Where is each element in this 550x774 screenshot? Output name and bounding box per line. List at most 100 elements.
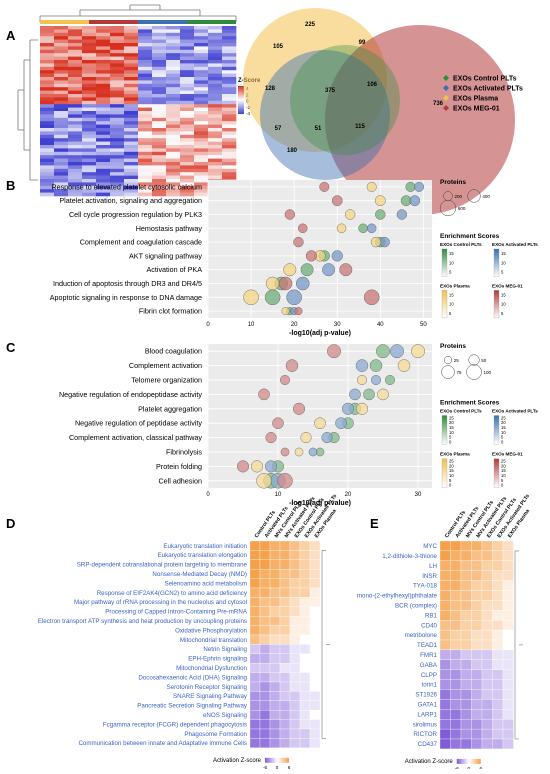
heatmap-cell <box>450 669 462 680</box>
heatmap-cell <box>481 570 493 581</box>
heatmap-cell <box>299 606 311 617</box>
venn-diagram: 225 105 99 128 375 106 736 57 51 115 180 <box>243 8 515 215</box>
heatmap-a-cell <box>40 97 55 102</box>
heatmap-a-cell <box>152 94 167 98</box>
category-label: Complement activation <box>129 361 202 370</box>
heatmap-a-cell <box>152 73 167 78</box>
data-point <box>280 447 290 457</box>
heatmap-a-cell <box>180 63 195 68</box>
row-dendrogram <box>514 550 523 740</box>
heatmap-a-cell <box>96 26 111 30</box>
heatmap-a-cell <box>54 148 69 153</box>
heatmap-cell <box>502 540 514 552</box>
heatmap-a-cell <box>180 32 195 37</box>
heatmap-cell <box>279 700 291 711</box>
heatmap-a-cell <box>194 39 209 44</box>
heatmap-a-cell <box>96 36 111 40</box>
heatmap-a-cell <box>82 43 97 47</box>
enrichment-colorbar <box>493 458 500 488</box>
enrichment-tick: 10 <box>501 302 506 307</box>
row-label: torin1 <box>422 682 438 689</box>
row-label: CLPP <box>421 672 437 679</box>
heatmap-a-cell <box>222 49 237 54</box>
heatmap-a-cell <box>124 111 139 115</box>
venn-count: 115 <box>355 124 365 130</box>
heatmap-a-cell <box>152 182 167 187</box>
heatmap-cell <box>450 600 462 611</box>
heatmap-cell <box>439 600 451 611</box>
data-point <box>366 223 377 234</box>
heatmap-cell <box>299 540 311 551</box>
heatmap-a-cell <box>96 66 111 71</box>
heatmap-a-cell <box>96 114 111 119</box>
heatmap-a-cell <box>166 80 181 85</box>
heatmap-a-cell <box>138 32 153 37</box>
heatmap-cell <box>492 679 504 690</box>
heatmap-a-cell <box>138 83 153 88</box>
heatmap-cell <box>502 580 514 591</box>
heatmap-a-cell <box>208 165 223 170</box>
row-label: Fcgamma receptor (FCGR) dependent phagoc… <box>103 721 247 728</box>
heatmap-cell <box>450 679 462 690</box>
heatmap-a-cell <box>40 148 55 153</box>
heatmap-a-cell <box>40 114 55 119</box>
heatmap-cell <box>269 663 281 673</box>
heatmap-cell <box>460 560 472 571</box>
heatmap-a-cell <box>96 192 111 197</box>
data-point <box>322 263 336 277</box>
size-legend-circle <box>444 356 452 364</box>
heatmap-a-cell <box>194 46 209 51</box>
row-label: SNARE Signaling Pathway <box>173 693 248 700</box>
enrichment-tick: 20 <box>501 463 506 468</box>
enrichment-tick: 25 <box>449 415 454 420</box>
heatmap-cell <box>481 629 493 641</box>
data-point <box>336 223 347 234</box>
heatmap-cell <box>279 644 291 654</box>
data-point <box>355 359 369 372</box>
heatmap-a-cell <box>152 39 167 44</box>
enrichment-colorbar <box>493 290 500 319</box>
heatmap-a-cell <box>110 145 125 149</box>
heatmap-cell <box>259 700 271 711</box>
heatmap-cell <box>289 634 301 645</box>
heatmap-cell <box>259 672 271 683</box>
data-point <box>286 289 302 306</box>
heatmap-cell <box>481 600 493 611</box>
heatmap-cell <box>289 616 301 626</box>
data-point <box>250 460 264 473</box>
heatmap-cell <box>309 672 321 683</box>
heatmap-cell <box>460 639 472 651</box>
row-label: LARP1 <box>417 711 437 718</box>
heatmap-a-cell <box>124 46 139 51</box>
heatmap-a-cell <box>40 26 55 30</box>
data-point <box>341 402 355 415</box>
heatmap-a-cell <box>222 155 237 159</box>
heatmap-cell <box>481 679 493 690</box>
heatmap-a-cell <box>96 124 111 129</box>
heatmap-cell <box>299 634 311 645</box>
heatmap-a-cell <box>54 185 69 190</box>
heatmap-a-cell <box>110 138 125 142</box>
heatmap-a-cell <box>124 66 139 71</box>
heatmap-cell <box>269 691 281 701</box>
heatmap-a-cell <box>68 148 83 153</box>
heatmap-a-cell <box>194 29 209 34</box>
heatmap-cell <box>439 639 451 651</box>
heatmap-a-cell <box>138 175 153 180</box>
heatmap-cell <box>309 738 321 748</box>
heatmap-a-cell <box>68 66 83 71</box>
heatmap-a-cell <box>180 46 195 51</box>
heatmap-a-cell <box>208 36 223 40</box>
heatmap-a-cell <box>222 70 237 74</box>
heatmap-a-cell <box>138 39 153 44</box>
data-point <box>284 209 296 220</box>
heatmap-a-group-swatch <box>138 20 187 24</box>
heatmap-a-cell <box>180 70 195 74</box>
enrichment-tick: 0 <box>449 483 452 488</box>
enrichment-tick: 25 <box>501 459 506 464</box>
heatmap-cell <box>299 738 311 748</box>
heatmap-a-cell <box>194 36 209 40</box>
heatmap-a-cell <box>82 49 97 54</box>
heatmap-cell <box>439 689 451 700</box>
